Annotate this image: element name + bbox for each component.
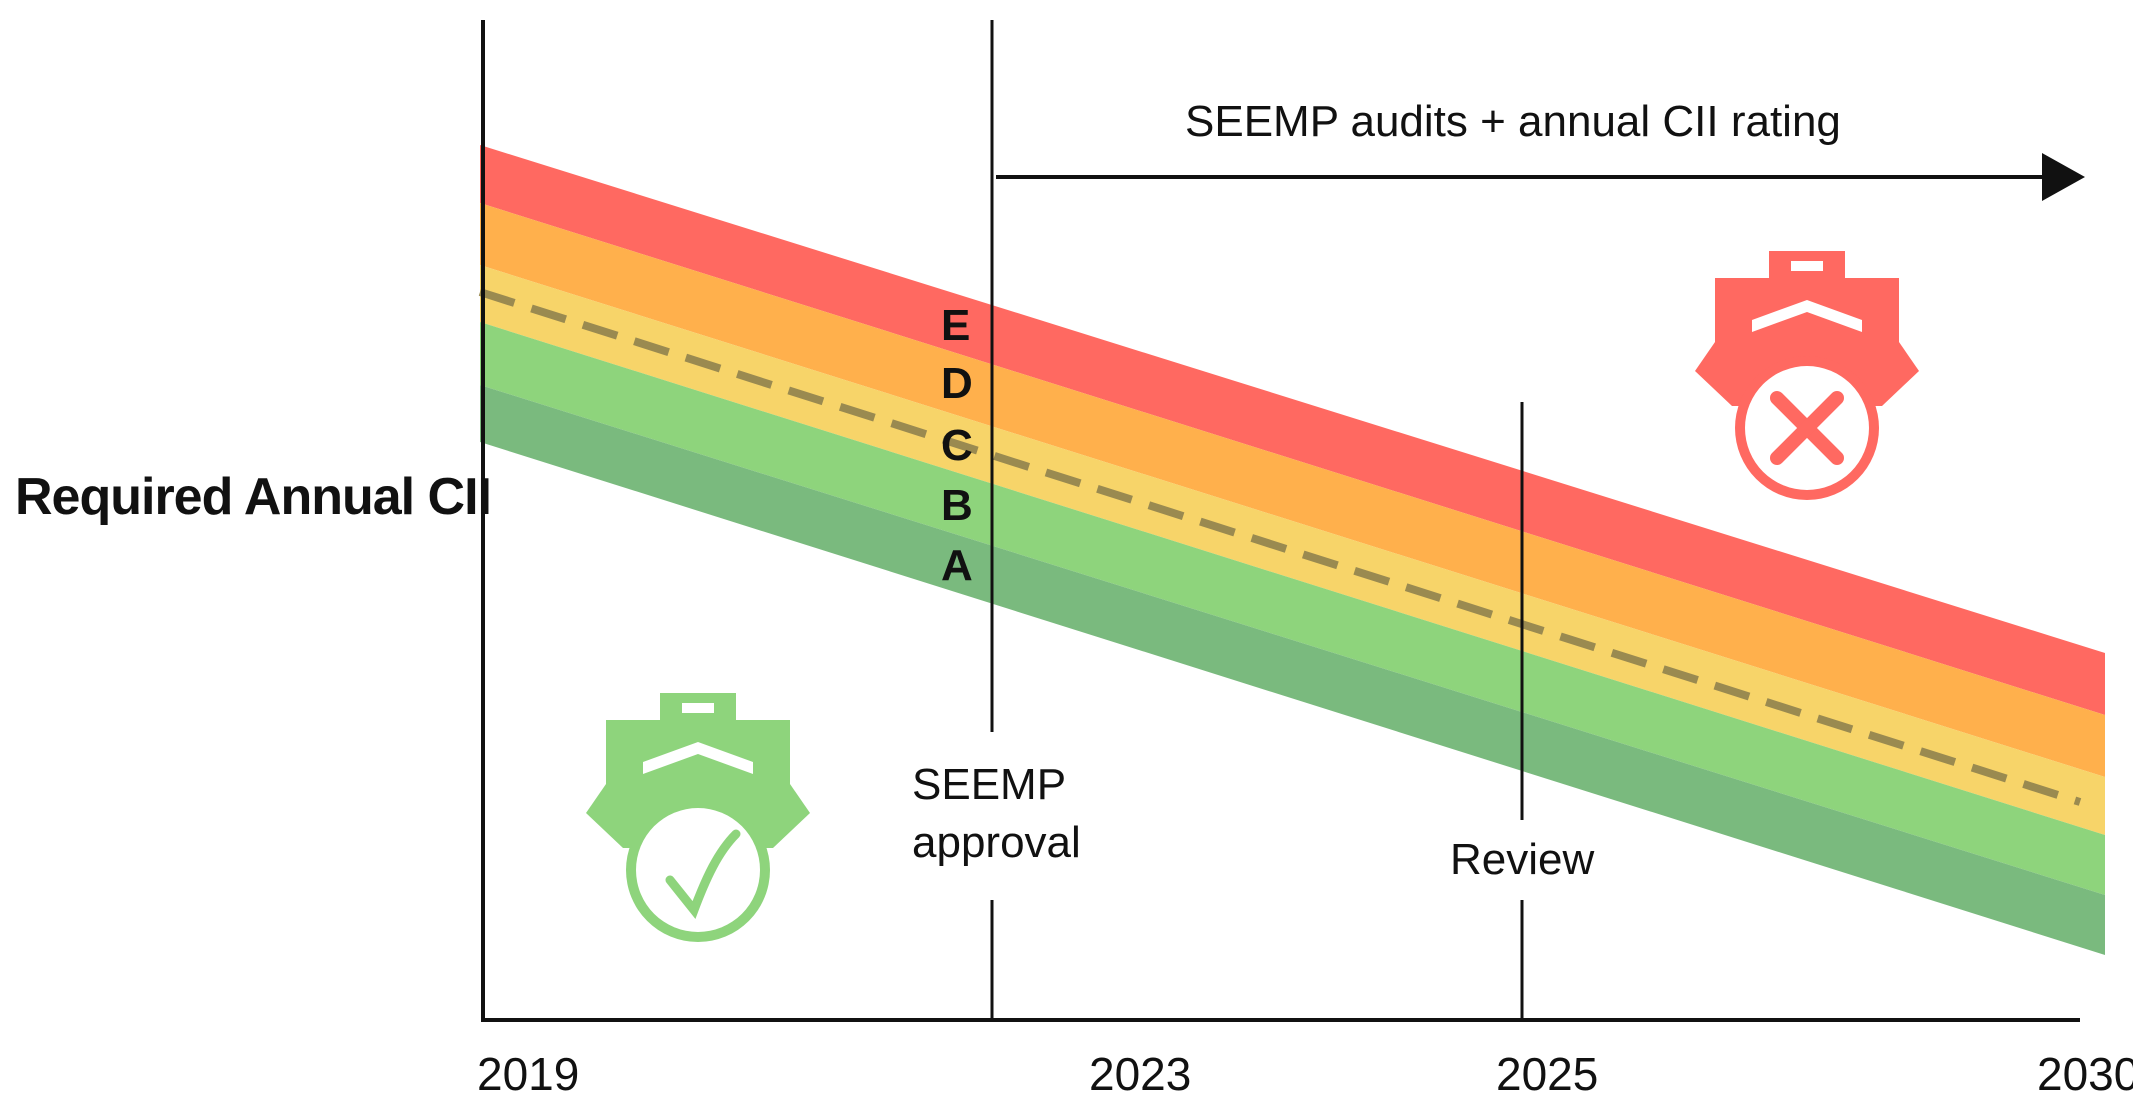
grade-e-label: E — [941, 301, 970, 350]
grade-d-label: D — [941, 359, 973, 408]
band-a — [480, 385, 2105, 955]
rating-bands — [478, 145, 2105, 955]
band-e — [480, 145, 2105, 715]
tick-2025: 2025 — [1496, 1048, 1598, 1100]
seemp-approval-label-line1: SEEMP — [912, 760, 1066, 809]
arrow-label: SEEMP audits + annual CII rating — [1185, 97, 1841, 146]
arrow-right-icon — [2042, 153, 2085, 201]
grade-b-label: B — [941, 481, 973, 530]
grade-c-label: C — [941, 421, 973, 470]
grade-a-label: A — [941, 541, 973, 590]
required-cii-dashed-line — [478, 288, 2082, 806]
tick-2030: 2030 — [2037, 1048, 2133, 1100]
ship-cross-icon — [1695, 251, 1919, 500]
tick-2023: 2023 — [1089, 1048, 1191, 1100]
timeline-markers — [990, 20, 1524, 1020]
y-axis-label: Required Annual CII — [15, 468, 491, 526]
band-d — [480, 203, 2105, 777]
axes — [481, 20, 2080, 1022]
band-c — [480, 265, 2105, 835]
tick-2019: 2019 — [477, 1048, 579, 1100]
band-b — [480, 322, 2105, 895]
seemp-approval-label-line2: approval — [912, 818, 1081, 867]
ship-check-icon — [586, 693, 810, 942]
audit-arrow — [996, 153, 2085, 201]
review-label: Review — [1450, 835, 1594, 884]
grade-labels: E D C B A — [941, 301, 973, 590]
